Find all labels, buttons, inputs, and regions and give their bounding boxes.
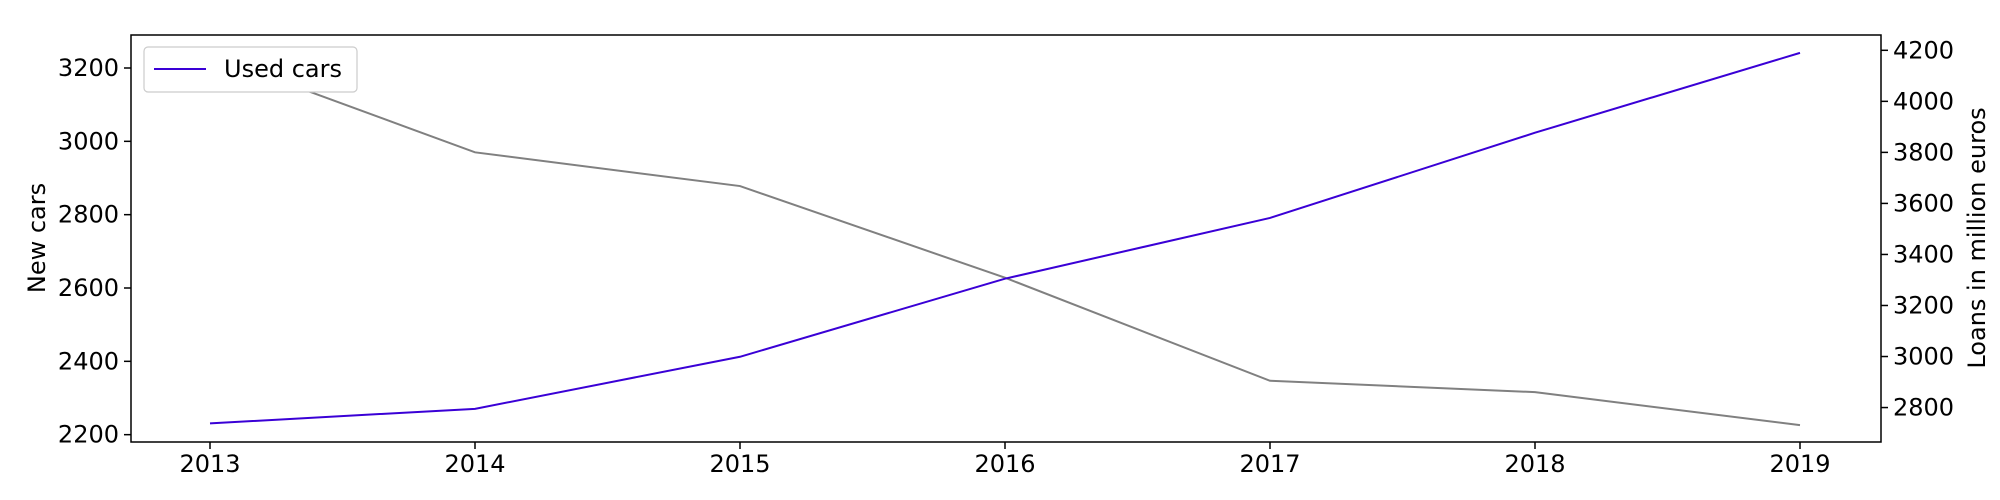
x-tick-label: 2018 [1504, 450, 1565, 478]
series-layer [209, 51, 1801, 427]
x-tick-label: 2014 [444, 450, 505, 478]
y-right-tick-label: 3000 [1893, 343, 1954, 371]
y-left-tick-label: 2800 [58, 201, 119, 229]
x-tick-label: 2019 [1769, 450, 1830, 478]
y-axis-right-title: Loans in million euros [1963, 107, 1991, 368]
x-tick-label: 2013 [179, 450, 240, 478]
plot-area [130, 34, 1882, 443]
y-right-tick-label: 4000 [1893, 87, 1954, 115]
y-right-tick-label: 3200 [1893, 291, 1954, 319]
y-left-tick-label: 2200 [58, 421, 119, 449]
x-tick-label: 2017 [1239, 450, 1300, 478]
used-cars-line [209, 51, 1801, 425]
y-right-tick-label: 2800 [1893, 394, 1954, 422]
y-left-tick-label: 3200 [58, 54, 119, 82]
legend-label-used-cars: Used cars [224, 55, 342, 83]
y-right-tick-label: 3400 [1893, 240, 1954, 268]
y-axis-right: 2800 3000 3200 3400 3600 3800 4000 4200 [1881, 36, 1954, 422]
x-axis: 2013 2014 2015 2016 2017 2018 2019 [179, 442, 1831, 478]
y-right-tick-label: 3600 [1893, 189, 1954, 217]
y-right-tick-label: 4200 [1893, 36, 1954, 64]
legend: Used cars [143, 46, 358, 93]
y-left-tick-label: 2600 [58, 274, 119, 302]
y-axis-left: 2200 2400 2600 2800 3000 3200 [58, 54, 131, 449]
y-axis-left-title: New cars [23, 183, 51, 293]
y-left-tick-label: 3000 [58, 127, 119, 155]
legend-box [143, 46, 358, 93]
y-left-tick-label: 2400 [58, 347, 119, 375]
x-tick-label: 2015 [709, 450, 770, 478]
x-tick-label: 2016 [974, 450, 1035, 478]
y-right-tick-label: 3800 [1893, 138, 1954, 166]
